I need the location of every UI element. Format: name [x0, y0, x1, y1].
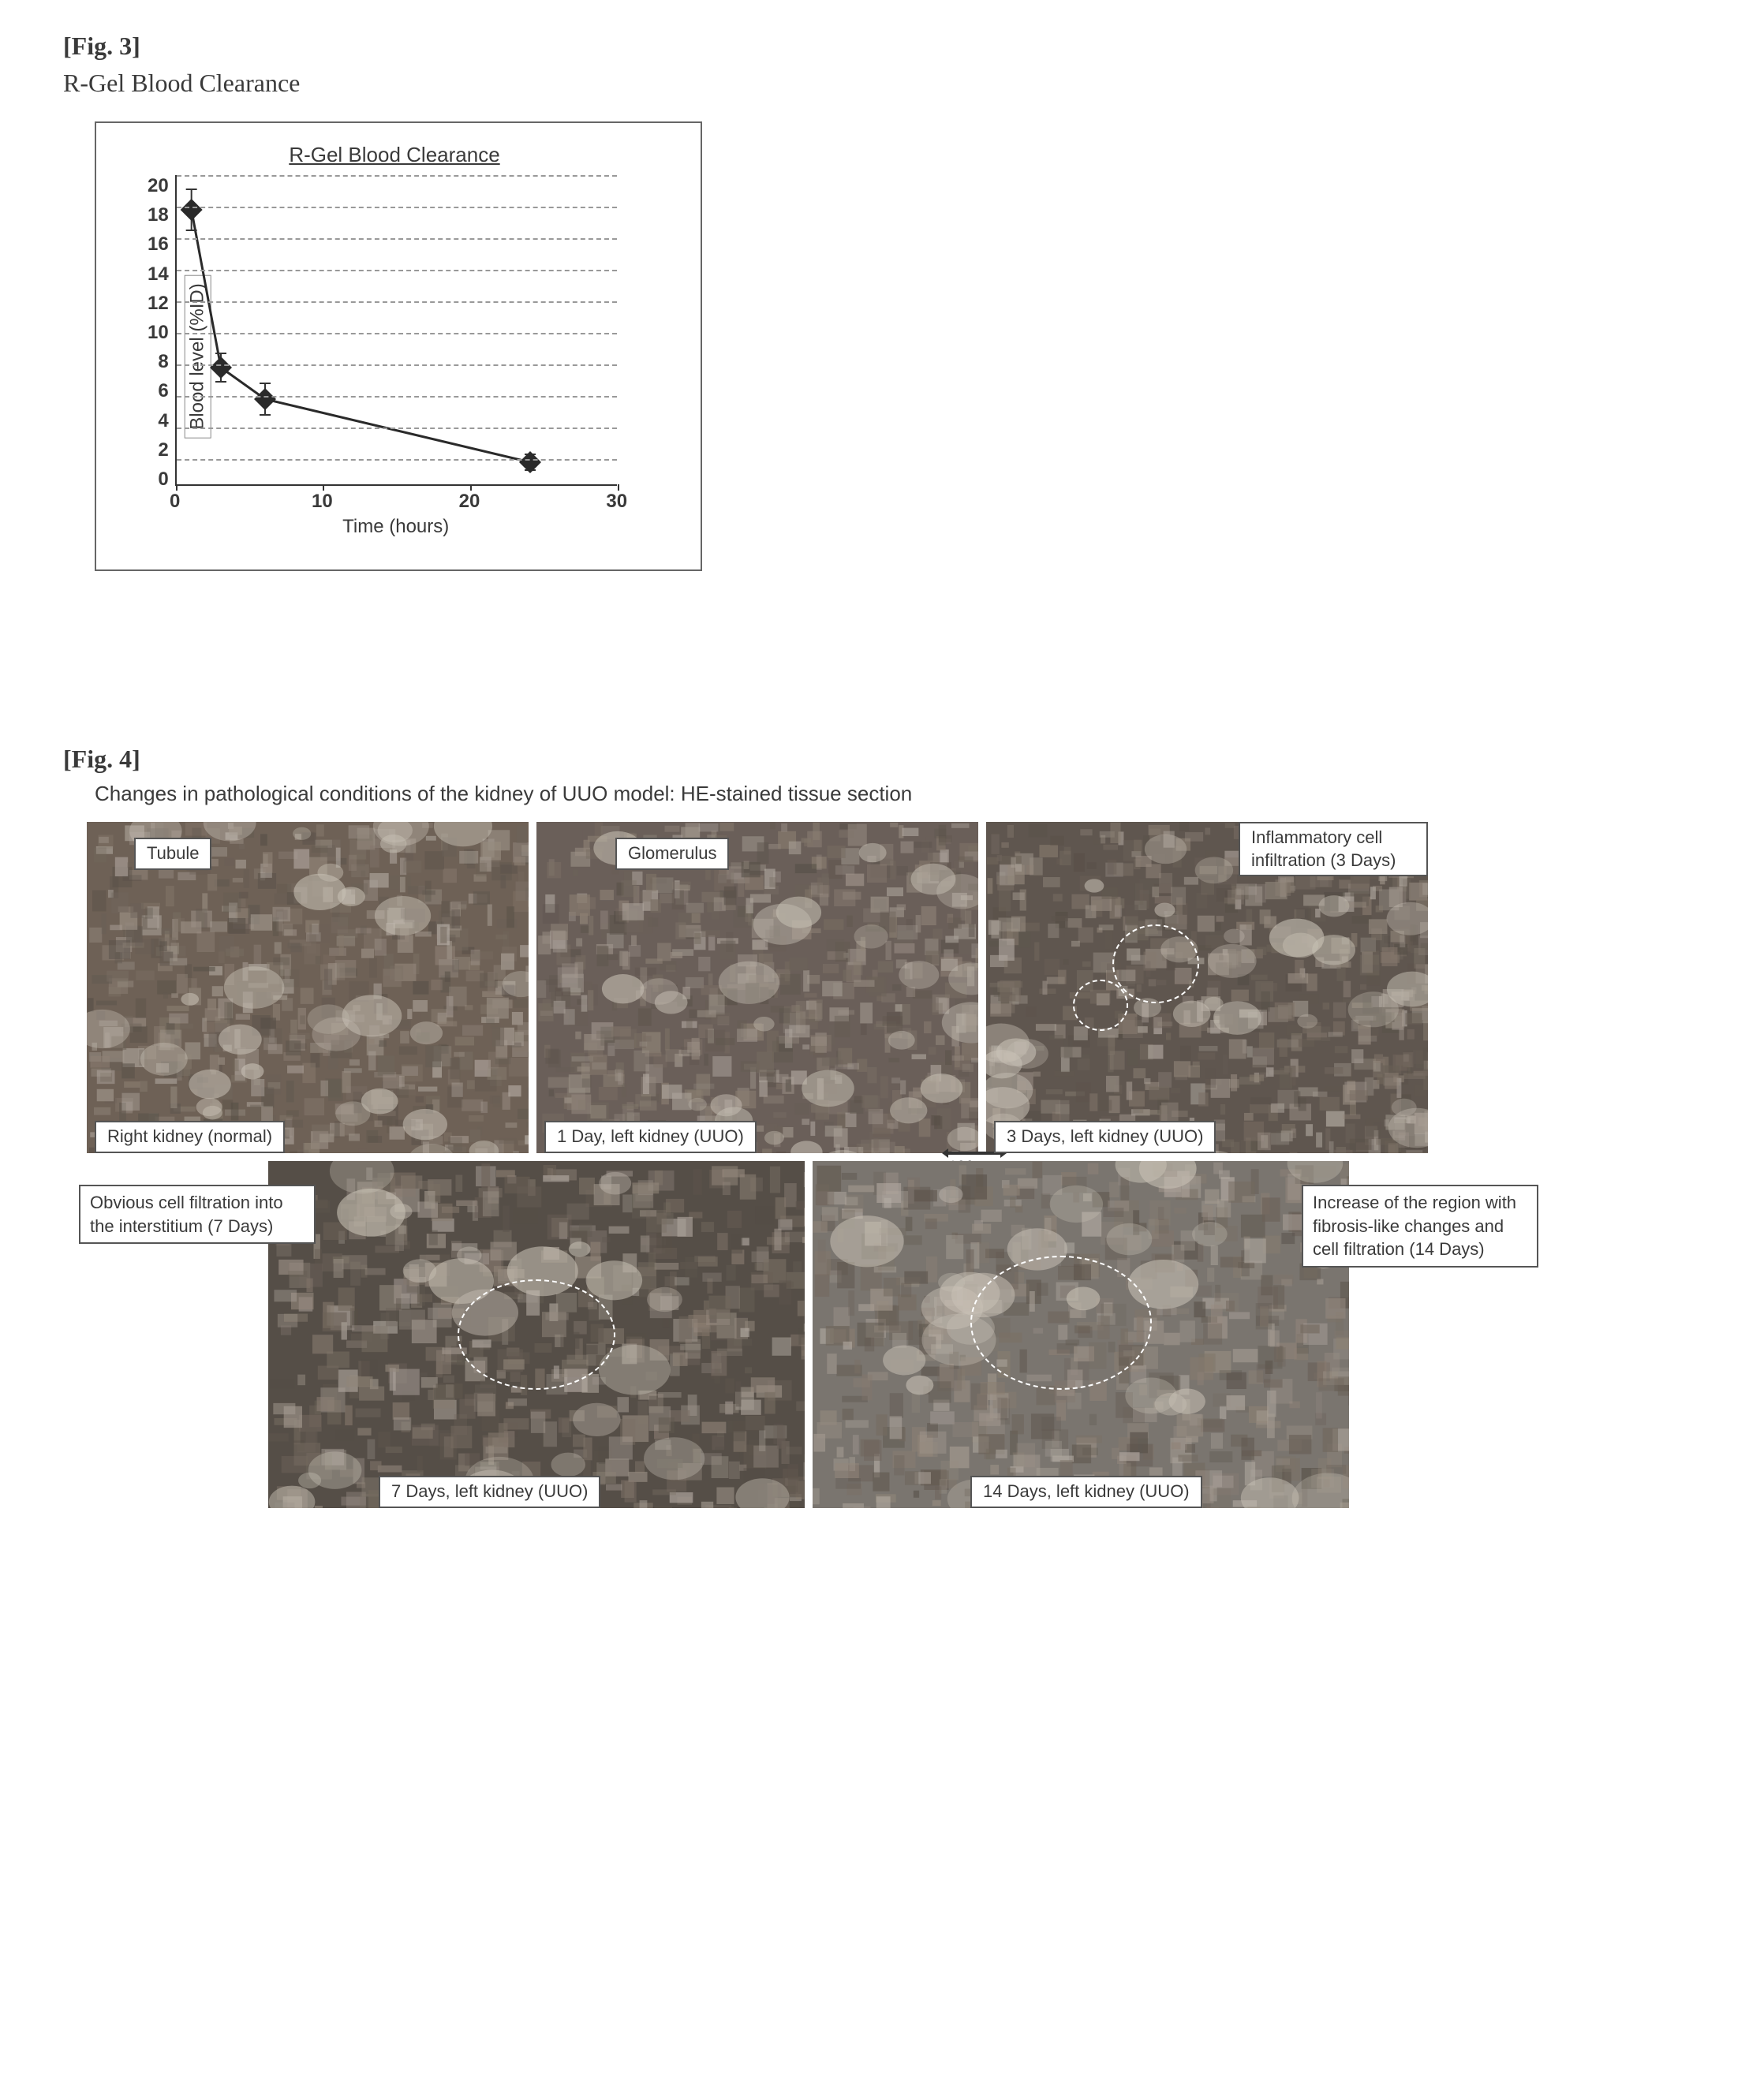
annotation-circle	[458, 1279, 615, 1390]
annotation-circle	[1073, 980, 1128, 1031]
micrograph-panel: Right kidney (normal) Tubule	[87, 822, 529, 1153]
x-tick-mark	[176, 484, 178, 491]
annotation-circle	[1112, 924, 1199, 1003]
panel-caption: 1 Day, left kidney (UUO)	[544, 1121, 757, 1153]
figure-4: [Fig. 4] Changes in pathological conditi…	[63, 745, 1701, 1508]
histology-grid: Right kidney (normal) Tubule 1 Day, left k…	[87, 822, 1530, 1508]
x-tick-label: 10	[312, 491, 333, 513]
gridline	[177, 301, 617, 303]
y-axis-label-box: Blood level (%ID)	[116, 175, 148, 538]
gridline	[177, 175, 617, 177]
panel-caption: 7 Days, left kidney (UUO)	[379, 1476, 600, 1508]
data-marker	[180, 199, 202, 221]
y-tick-label: 12	[148, 293, 169, 315]
gridline	[177, 333, 617, 334]
figure-3: [Fig. 3] R-Gel Blood Clearance R-Gel Blo…	[63, 32, 1701, 571]
x-axis-label: Time (hours)	[175, 516, 617, 538]
y-tick-label: 8	[158, 351, 168, 373]
gridline	[177, 364, 617, 366]
panel-callout: Inflammatory cell infiltration (3 Days)	[1239, 822, 1428, 876]
gridline	[177, 428, 617, 429]
fig3-subtitle: R-Gel Blood Clearance	[63, 69, 1701, 98]
x-tick-label: 20	[459, 491, 480, 513]
chart-title: R-Gel Blood Clearance	[116, 143, 673, 167]
data-line	[191, 210, 529, 462]
gridline	[177, 207, 617, 208]
panel-caption: 14 Days, left kidney (UUO)	[970, 1476, 1202, 1508]
micrograph-panel: 14 Days, left kidney (UUO)	[813, 1161, 1349, 1508]
micrograph-panel: 3 Days, left kidney (UUO) Inflammatory ce…	[986, 822, 1428, 1153]
x-ticks: 0102030	[175, 491, 617, 514]
gridline	[177, 238, 617, 240]
panel-callout: Increase of the region with fibrosis-lik…	[1302, 1185, 1538, 1268]
panel-inset-label: Glomerulus	[615, 838, 729, 870]
y-tick-label: 18	[148, 204, 169, 226]
data-marker	[210, 357, 232, 379]
panel-inset-label: Tubule	[134, 838, 211, 870]
panel-caption: 3 Days, left kidney (UUO)	[994, 1121, 1216, 1153]
y-tick-label: 6	[158, 380, 168, 402]
y-tick-label: 2	[158, 439, 168, 461]
annotation-circle	[970, 1256, 1152, 1390]
histology-row-bottom: 7 Days, left kidney (UUO) 14 Days, left k…	[87, 1161, 1530, 1508]
fig4-label: [Fig. 4]	[63, 745, 1701, 774]
y-tick-label: 16	[148, 233, 169, 256]
x-tick-label: 30	[606, 491, 627, 513]
gridline	[177, 396, 617, 398]
y-tick-label: 0	[158, 469, 168, 491]
histology-row-top: Right kidney (normal) Tubule 1 Day, left k…	[87, 822, 1530, 1153]
y-tick-label: 20	[148, 175, 169, 197]
y-ticks: 20181614121086420	[148, 175, 175, 491]
y-tick-label: 10	[148, 322, 169, 344]
data-marker	[519, 451, 541, 473]
x-tick-label: 0	[170, 491, 180, 513]
fig3-label: [Fig. 3]	[63, 32, 1701, 61]
y-tick-label: 4	[158, 410, 168, 432]
panel-callout: Obvious cell filtration into the interst…	[79, 1185, 316, 1244]
plot-area	[175, 175, 617, 486]
micrograph-panel: 7 Days, left kidney (UUO)	[268, 1161, 805, 1508]
fig4-caption: Changes in pathological conditions of th…	[63, 782, 1701, 806]
data-marker	[254, 388, 276, 410]
panel-caption: Right kidney (normal)	[95, 1121, 285, 1153]
micrograph-panel: 1 Day, left kidney (UUO) Glomerulus	[536, 822, 978, 1153]
gridline	[177, 270, 617, 271]
x-tick-mark	[618, 484, 619, 491]
y-tick-label: 14	[148, 263, 169, 286]
x-tick-mark	[470, 484, 472, 491]
gridline	[177, 459, 617, 461]
x-tick-mark	[323, 484, 324, 491]
clearance-chart: R-Gel Blood Clearance Blood level (%ID) …	[95, 121, 702, 571]
